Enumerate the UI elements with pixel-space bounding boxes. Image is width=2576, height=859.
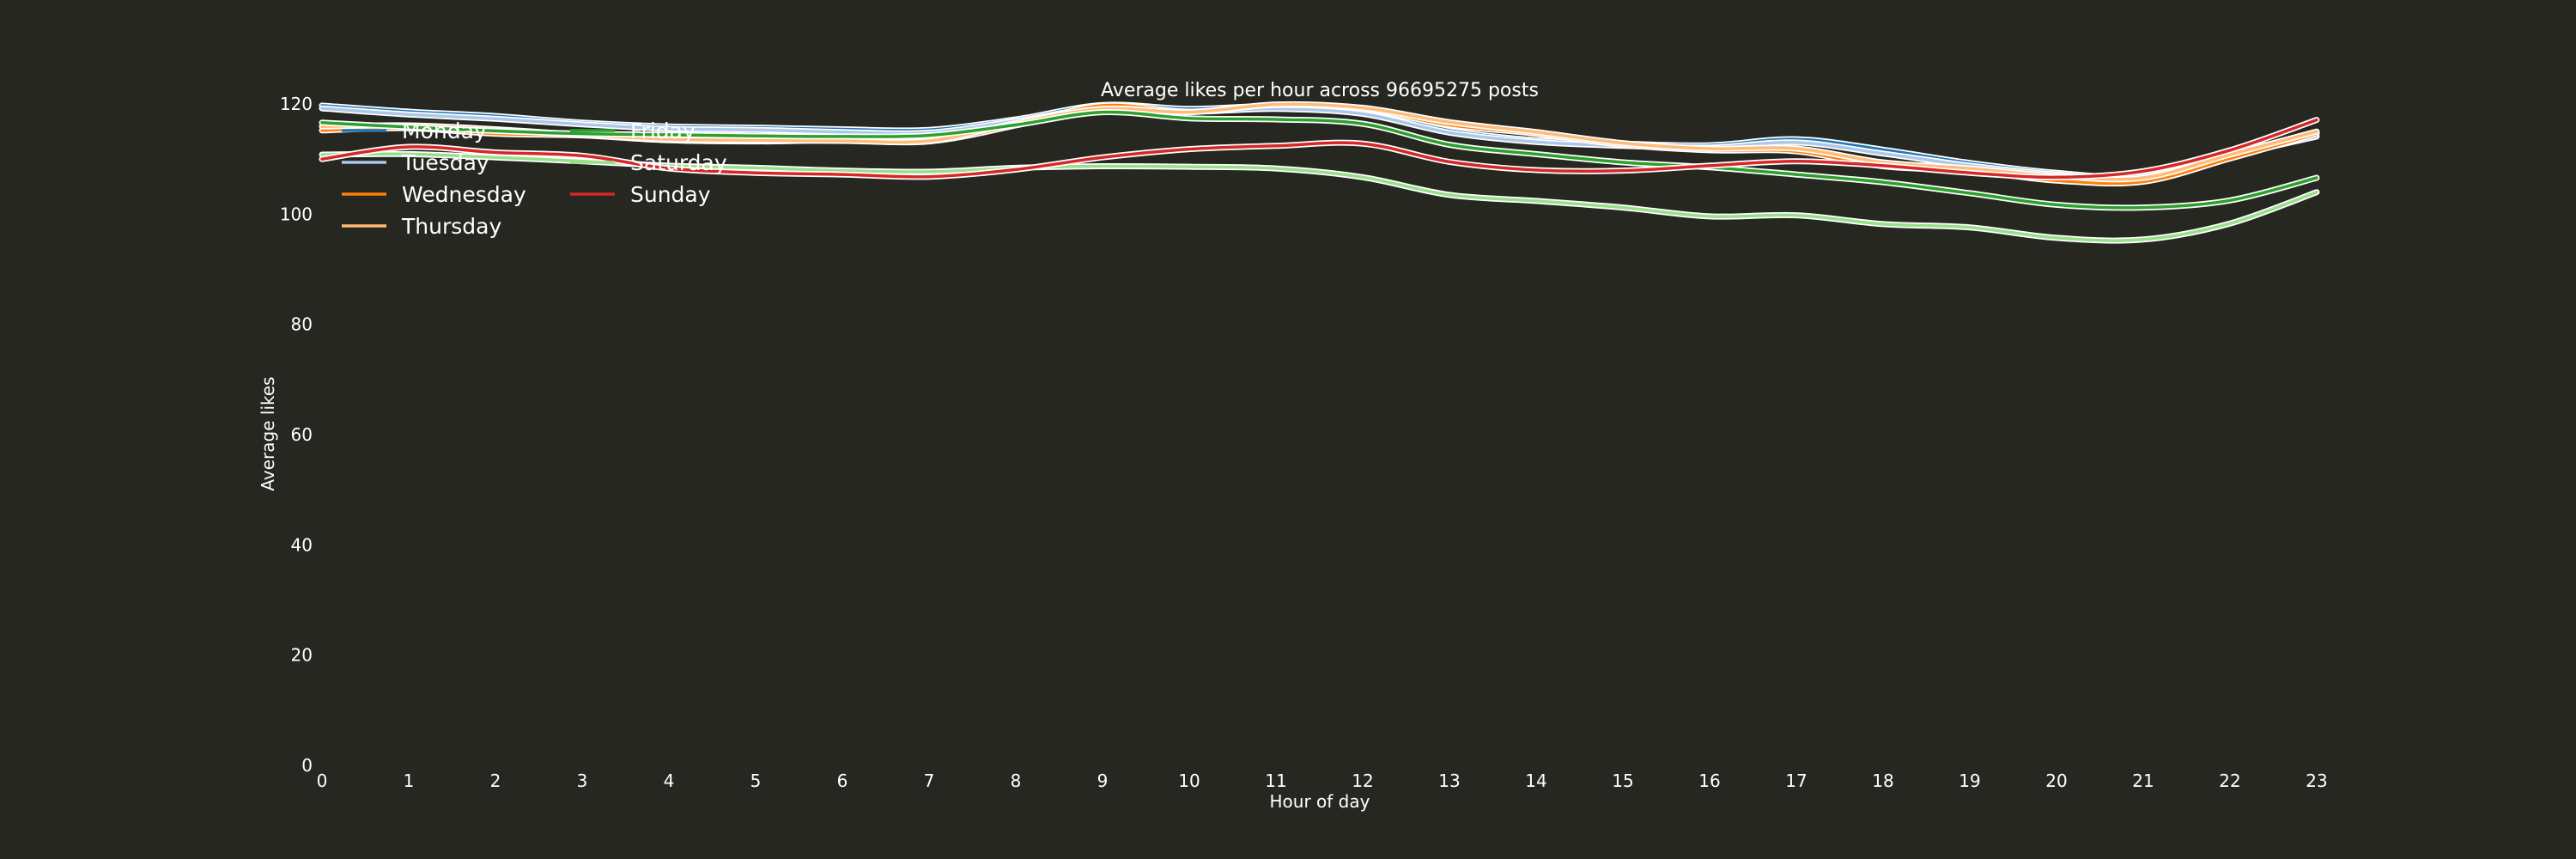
legend-label-friday: Friday	[630, 119, 696, 143]
legend-label-wednesday: Wednesday	[402, 182, 526, 207]
x-tick-label: 13	[1438, 771, 1460, 791]
x-tick-label: 12	[1352, 771, 1373, 791]
x-tick-label: 18	[1872, 771, 1893, 791]
chart-title: Average likes per hour across 96695275 p…	[1101, 80, 1539, 101]
x-tick-label: 6	[837, 771, 848, 791]
x-tick-label: 0	[317, 771, 328, 791]
x-tick-label: 1	[404, 771, 415, 791]
x-tick-label: 11	[1265, 771, 1286, 791]
series-line-thursday	[320, 102, 2318, 181]
y-tick-label: 100	[280, 204, 313, 224]
y-tick-label: 120	[280, 94, 313, 114]
x-tick-label: 7	[924, 771, 935, 791]
x-axis-label: Hour of day	[1270, 791, 1370, 812]
legend-label-tuesday: Tuesday	[401, 150, 489, 175]
x-tick-label: 17	[1785, 771, 1807, 791]
x-tick-label: 9	[1097, 771, 1109, 791]
x-tick-label: 23	[2306, 771, 2327, 791]
y-tick-label: 20	[291, 645, 313, 666]
x-tick-label: 20	[2045, 771, 2067, 791]
series-line-friday	[320, 110, 2318, 210]
x-tick-label: 2	[490, 771, 501, 791]
x-tick-label: 10	[1178, 771, 1200, 791]
y-tick-label: 60	[291, 424, 313, 445]
x-axis: 0 1 2 3 4 5 6 7 8 9 10 11 12 13 14 15 16 17 18 19 20 21 22 23	[317, 771, 2328, 791]
x-tick-label: 22	[2219, 771, 2240, 791]
y-axis: 0 20 40 60 80 100 120	[280, 94, 313, 776]
plot-area	[319, 101, 2320, 244]
legend-label-thursday: Thursday	[401, 214, 501, 239]
x-tick-label: 14	[1525, 771, 1546, 791]
x-tick-label: 4	[664, 771, 675, 791]
legend: Monday Tuesday Wednesday Thursday Friday Satu…	[342, 119, 727, 239]
y-tick-label: 0	[301, 755, 313, 776]
y-axis-label: Average likes	[258, 376, 278, 490]
x-tick-label: 15	[1612, 771, 1633, 791]
x-tick-label: 19	[1959, 771, 1980, 791]
legend-label-saturday: Saturday	[630, 150, 727, 175]
series-line-sunday	[320, 118, 2318, 180]
x-tick-label: 16	[1698, 771, 1720, 791]
x-tick-label: 3	[577, 771, 588, 791]
y-tick-label: 40	[291, 534, 313, 555]
x-tick-label: 8	[1011, 771, 1022, 791]
legend-label-sunday: Sunday	[630, 182, 711, 207]
y-tick-label: 80	[291, 314, 313, 335]
x-tick-label: 5	[750, 771, 762, 791]
legend-label-monday: Monday	[402, 119, 487, 143]
x-tick-label: 21	[2132, 771, 2154, 791]
